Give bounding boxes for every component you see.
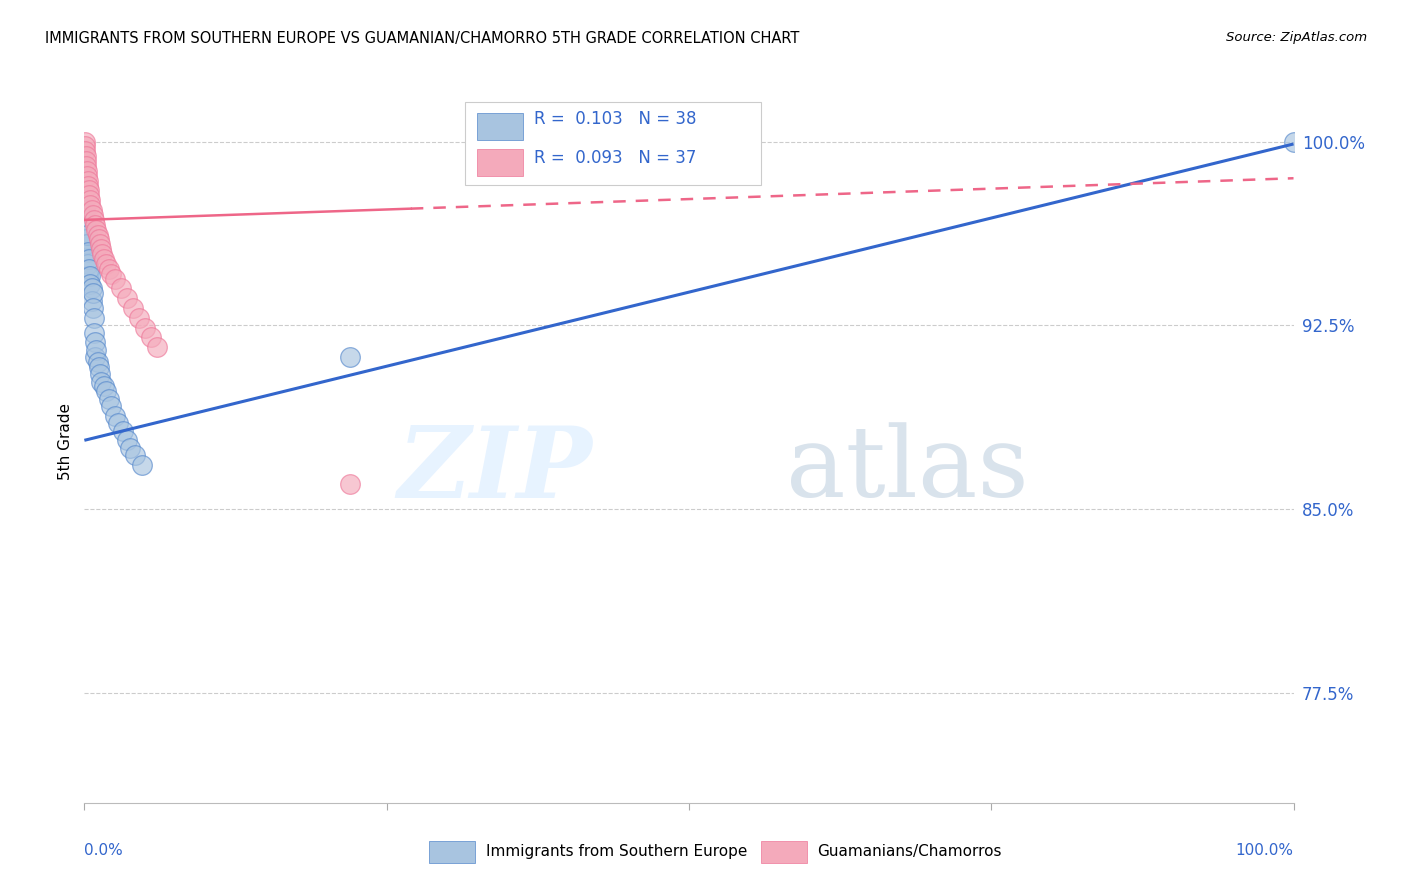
Point (124, 448, 146, 462)
Point (83, 326, 105, 340)
Point (87, 359, 110, 374)
Point (97, 392, 120, 406)
Point (79, 198, 101, 212)
Point (82, 286, 104, 301)
Point (84, 218, 107, 232)
Point (77, 252, 100, 266)
Point (76, 164, 98, 178)
Point (77, 184, 100, 198)
Point (97, 261, 120, 276)
Text: Immigrants from Southern Europe: Immigrants from Southern Europe (486, 845, 747, 859)
Text: ZIP: ZIP (398, 422, 592, 518)
Point (110, 281, 132, 295)
Point (73, 135, 96, 149)
Point (75, 149, 97, 163)
Point (82, 208, 104, 222)
Point (100, 399, 122, 413)
Point (100, 267, 122, 281)
Point (79, 269, 101, 284)
Point (112, 424, 135, 438)
Point (131, 458, 153, 472)
Text: R =  0.093   N = 37: R = 0.093 N = 37 (534, 149, 696, 167)
Point (339, 350, 361, 364)
Text: 100.0%: 100.0% (1236, 843, 1294, 857)
Text: Guamanians/Chamorros: Guamanians/Chamorros (817, 845, 1001, 859)
Point (77, 257, 100, 271)
Point (75, 232, 97, 246)
FancyBboxPatch shape (465, 102, 762, 185)
Bar (478, 112, 523, 140)
Point (115, 434, 138, 448)
Point (89, 237, 111, 252)
Point (86, 222, 108, 236)
Point (115, 291, 138, 305)
Bar (429, 841, 475, 863)
Point (139, 330, 162, 344)
Point (339, 477, 361, 491)
Point (77, 188, 100, 202)
Point (87, 232, 110, 246)
Point (84, 335, 107, 350)
Point (76, 227, 98, 242)
Point (73, 203, 96, 218)
Point (146, 340, 169, 354)
Point (90, 242, 112, 256)
Y-axis label: 5th Grade: 5th Grade (58, 403, 73, 480)
Point (90, 375, 112, 389)
Point (75, 237, 97, 252)
Point (76, 237, 98, 252)
Point (1282, 135, 1305, 149)
Point (82, 301, 104, 315)
Point (93, 379, 115, 393)
Point (94, 257, 117, 271)
Point (107, 416, 129, 430)
Point (79, 277, 101, 291)
Point (80, 293, 103, 308)
Point (83, 310, 105, 325)
Point (94, 384, 117, 399)
Text: IMMIGRANTS FROM SOUTHERN EUROPE VS GUAMANIAN/CHAMORRO 5TH GRADE CORRELATION CHAR: IMMIGRANTS FROM SOUTHERN EUROPE VS GUAMA… (45, 31, 800, 46)
Point (75, 145, 97, 159)
Point (79, 194, 101, 208)
Point (89, 367, 111, 381)
Point (80, 281, 103, 295)
Point (104, 409, 127, 423)
Point (120, 441, 142, 455)
Point (77, 178, 100, 193)
Point (80, 203, 103, 218)
Point (77, 261, 100, 276)
Point (83, 213, 105, 227)
Point (121, 301, 143, 315)
Point (86, 227, 108, 242)
Bar (478, 149, 523, 177)
Point (86, 355, 108, 369)
Text: Source: ZipAtlas.com: Source: ZipAtlas.com (1226, 31, 1367, 45)
Point (73, 139, 96, 153)
Point (75, 159, 97, 173)
Point (128, 310, 150, 325)
Point (134, 320, 156, 334)
Point (75, 220, 97, 235)
Point (75, 154, 97, 169)
Point (77, 244, 100, 259)
Point (77, 174, 100, 188)
Point (104, 271, 127, 285)
Point (86, 343, 108, 357)
Bar (762, 841, 807, 863)
Point (93, 252, 115, 266)
Text: R =  0.103   N = 38: R = 0.103 N = 38 (534, 110, 696, 128)
Point (76, 169, 98, 183)
Point (77, 269, 100, 284)
Point (91, 247, 114, 261)
Point (84, 350, 107, 364)
Text: atlas: atlas (786, 423, 1028, 518)
Text: 0.0%: 0.0% (84, 843, 124, 857)
